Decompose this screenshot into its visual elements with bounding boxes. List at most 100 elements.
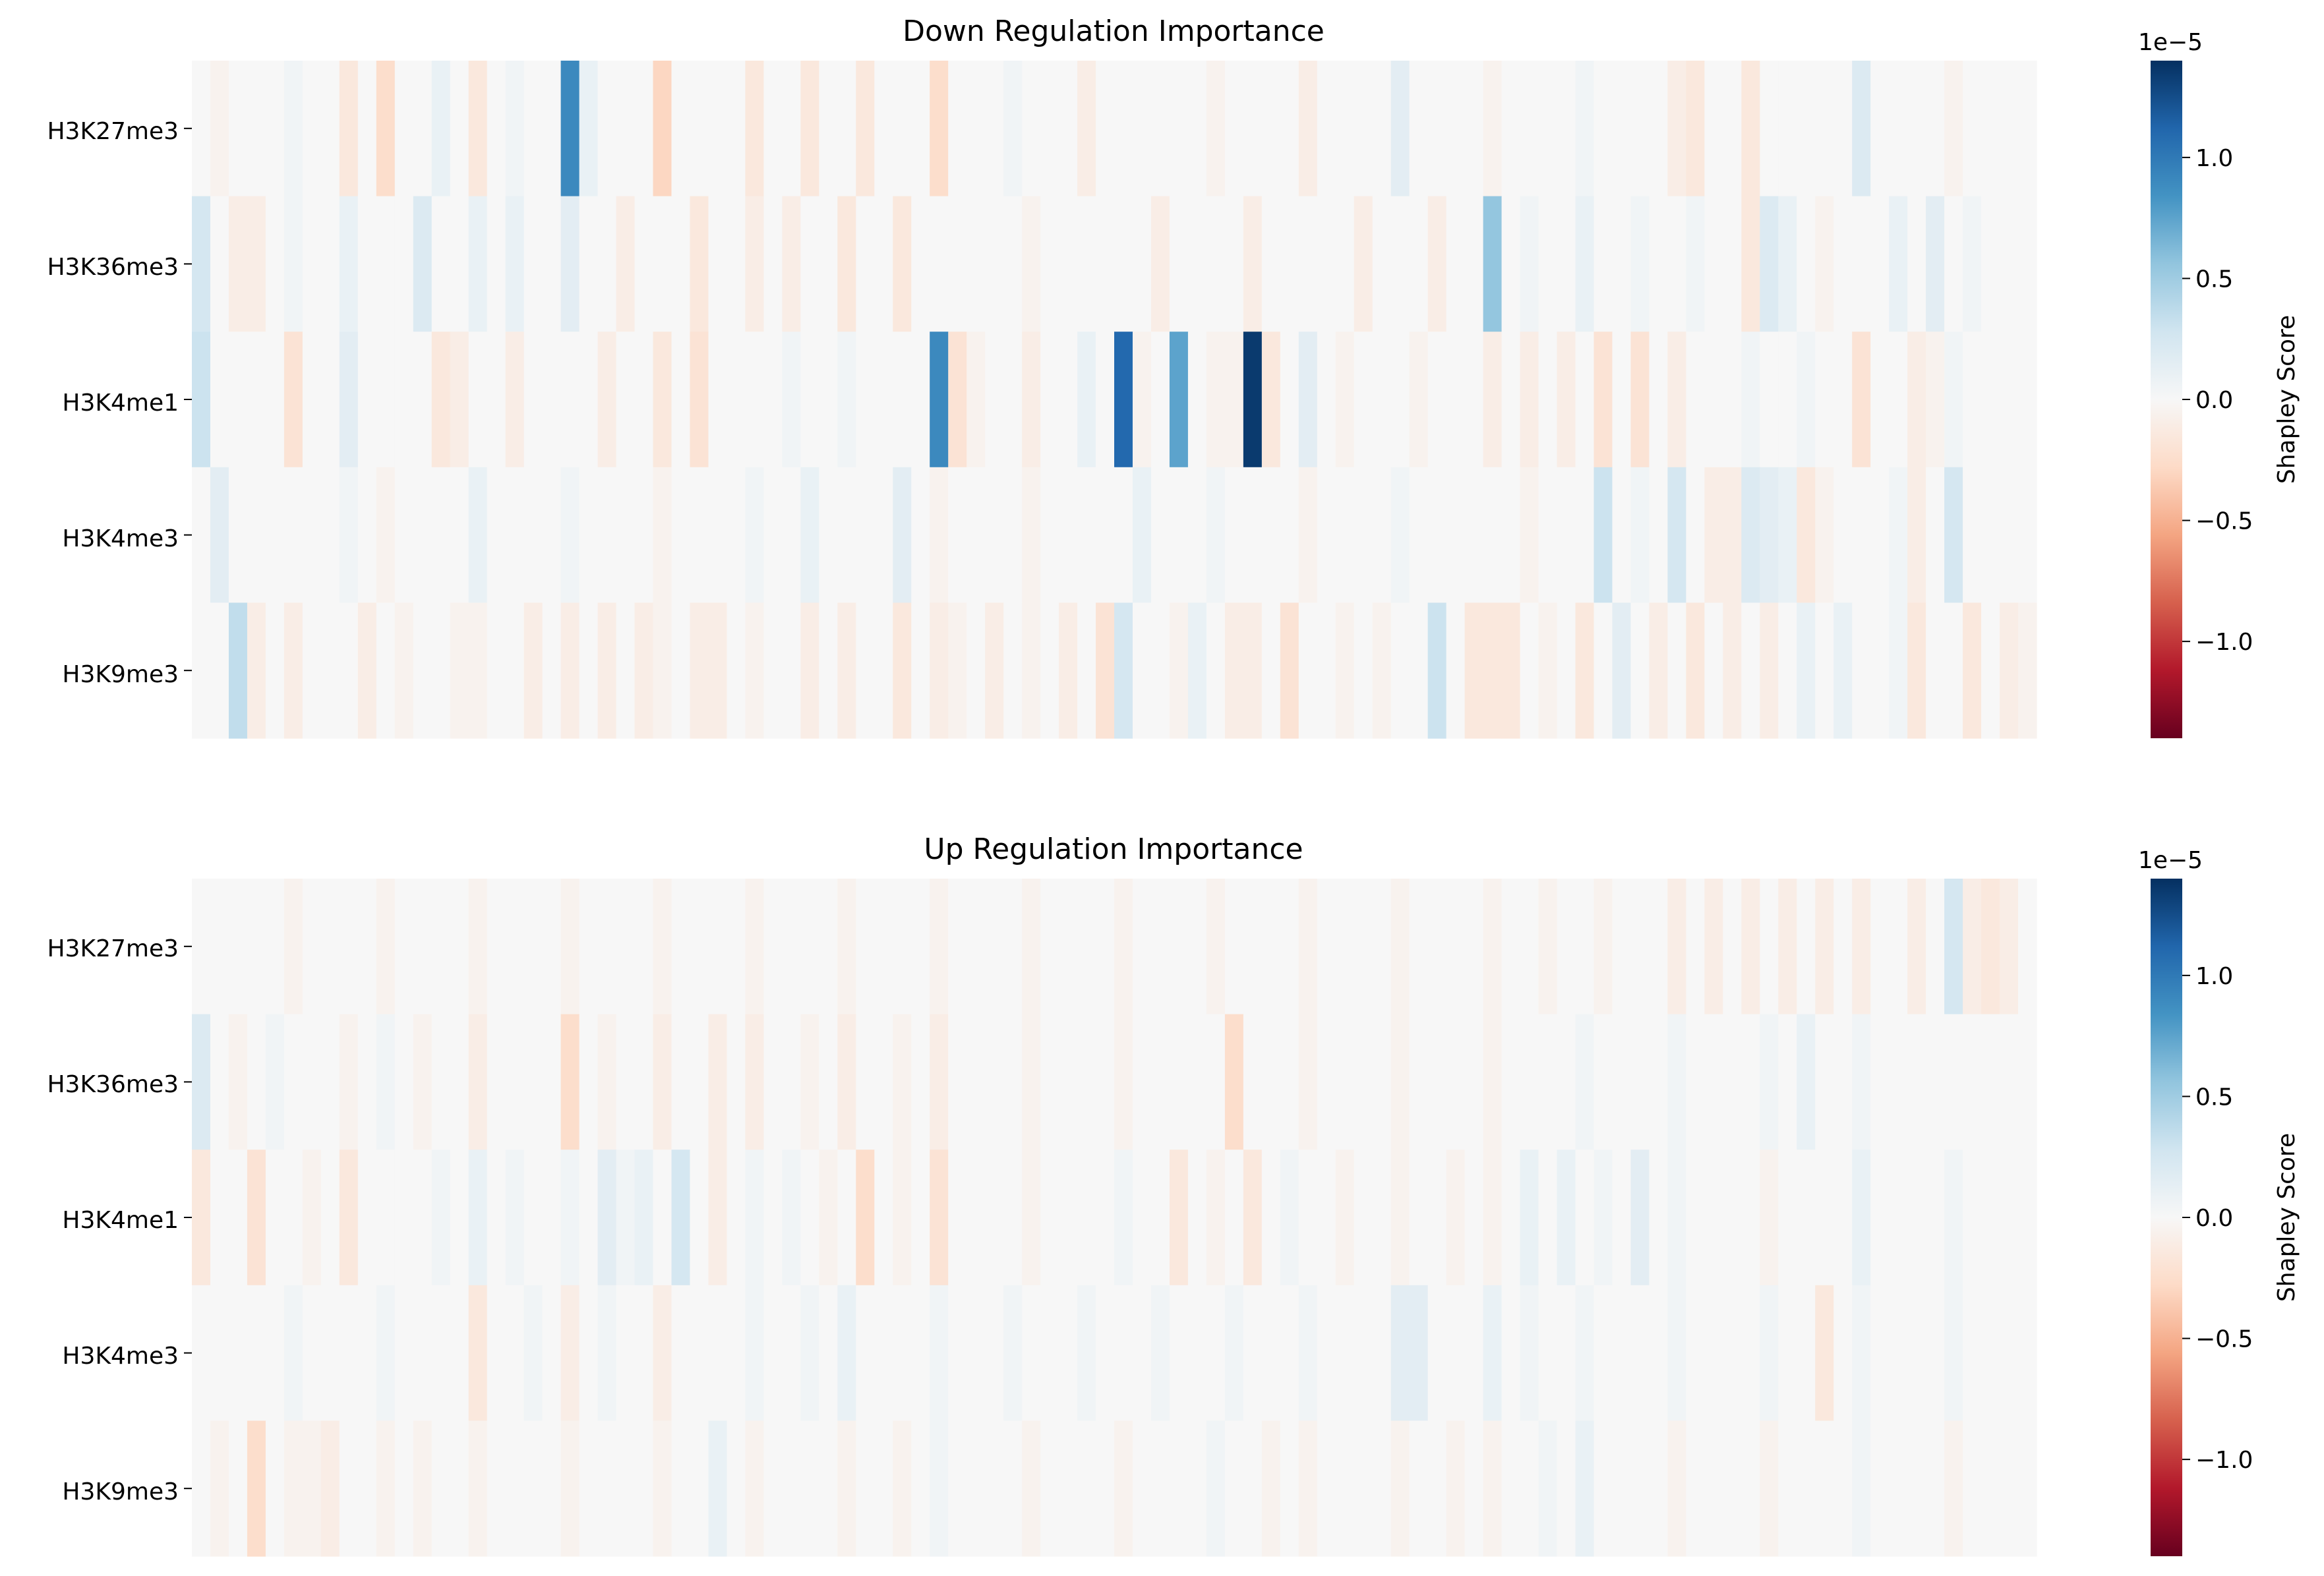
heatmap-cell (1797, 879, 1816, 1015)
heatmap-cell (192, 196, 211, 332)
heatmap-cell (690, 467, 709, 603)
heatmap-cell (228, 467, 248, 603)
heatmap-cell (320, 1150, 340, 1286)
heatmap-cell (1520, 602, 1539, 739)
heatmap-cell (1022, 1420, 1041, 1557)
heatmap-cell (1261, 332, 1281, 468)
heatmap-cell (1667, 879, 1686, 1015)
heatmap-cell (1852, 1014, 1871, 1150)
heatmap-cell (763, 467, 783, 603)
heatmap-cell (782, 602, 801, 739)
heatmap-cell (1575, 1150, 1595, 1286)
heatmap-cell (597, 602, 617, 739)
heatmap-cell (1427, 1285, 1447, 1421)
heatmap-cell (1059, 1285, 1078, 1421)
heatmap-cell (1187, 196, 1207, 332)
heatmap-cell (2000, 196, 2019, 332)
heatmap-cell (1778, 1014, 1797, 1150)
heatmap-cell (671, 602, 691, 739)
heatmap-cell (708, 602, 728, 739)
heatmap-cell (1778, 61, 1797, 197)
heatmap-cell (1538, 1150, 1558, 1286)
heatmap-cell (1667, 1014, 1686, 1150)
heatmap-cell (634, 467, 654, 603)
heatmap-cell (487, 467, 506, 603)
heatmap-cell (800, 61, 819, 197)
heatmap-cell (1150, 196, 1170, 332)
heatmap-cell (653, 467, 672, 603)
heatmap-cell (1797, 1285, 1816, 1421)
heatmap-cell (1963, 332, 1982, 468)
heatmap-cell (1224, 467, 1244, 603)
heatmap-cell (1704, 602, 1723, 739)
heatmap-cell (1464, 196, 1484, 332)
heatmap-cell (1594, 879, 1613, 1015)
heatmap-cell (487, 61, 506, 197)
heatmap-cell (579, 196, 599, 332)
heatmap-cell (1224, 1285, 1244, 1421)
heatmap-cell (782, 879, 801, 1015)
heatmap-cell (1852, 1420, 1871, 1557)
heatmap-cell (1132, 1014, 1152, 1150)
heatmap-cell (1114, 1014, 1133, 1150)
heatmap-cell (1833, 1014, 1853, 1150)
heatmap-cell (653, 879, 672, 1015)
heatmap-cell (930, 467, 949, 603)
heatmap-cell (1040, 1014, 1059, 1150)
heatmap-cell (671, 61, 691, 197)
row-labels: H3K27me3 H3K36me3 H3K4me1 H3K4me3 H3K9me… (47, 935, 179, 1505)
heatmap-cell (911, 1420, 930, 1557)
heatmap-cell (1077, 61, 1096, 197)
heatmap-cell (1372, 879, 1392, 1015)
heatmap-cell (413, 332, 432, 468)
heatmap-cell (1187, 332, 1207, 468)
heatmap-cell (1870, 1285, 1890, 1421)
heatmap-cell (431, 332, 451, 468)
heatmap-cell (450, 1420, 469, 1557)
heatmap-cell (1096, 1285, 1115, 1421)
heatmap-cell (579, 1150, 599, 1286)
heatmap-cell (302, 602, 322, 739)
heatmap-cell (1926, 332, 1945, 468)
heatmap-cell (930, 879, 949, 1015)
heatmap-cell (2000, 1014, 2019, 1150)
heatmap-cell (394, 467, 414, 603)
heatmap-cell (1557, 61, 1576, 197)
heatmap-cell (1077, 1420, 1096, 1557)
heatmap-cell (468, 332, 488, 468)
heatmap-cell (1963, 602, 1982, 739)
heatmap-cell (339, 879, 359, 1015)
heatmap-cell (1667, 196, 1686, 332)
heatmap-cell (1963, 1285, 1982, 1421)
heatmap-cell (1464, 332, 1484, 468)
heatmap-cell (671, 467, 691, 603)
heatmap-cell (1077, 332, 1096, 468)
heatmap-cell (1003, 1420, 1023, 1557)
heatmap-cell (487, 879, 506, 1015)
heatmap-cell (450, 332, 469, 468)
heatmap-cell (727, 1014, 746, 1150)
heatmap-cell (2018, 1420, 2037, 1557)
heatmap-cell (1150, 1150, 1170, 1286)
heatmap-cell (1206, 196, 1226, 332)
heatmap-cell (1833, 1420, 1853, 1557)
heatmap-cell (1723, 1420, 1742, 1557)
heatmap-cell (1409, 196, 1429, 332)
heatmap-cell (634, 61, 654, 197)
heatmap-cell (1483, 1150, 1503, 1286)
heatmap-cell (1852, 1150, 1871, 1286)
heatmap-cell (1224, 1150, 1244, 1286)
heatmap-cell (1520, 467, 1539, 603)
heatmap-cell (1815, 602, 1834, 739)
heatmap-cell (948, 1014, 967, 1150)
heatmap-cell (1224, 602, 1244, 739)
heatmap-cell (1889, 61, 1908, 197)
heatmap-cell (192, 1420, 211, 1557)
heatmap-cell (1169, 1014, 1189, 1150)
heatmap-cell (2000, 879, 2019, 1015)
heatmap-cell (1944, 1150, 1963, 1286)
row-ticks (184, 127, 192, 672)
heatmap-cell (1150, 1285, 1170, 1421)
heatmap-cell (1907, 1285, 1926, 1421)
heatmap-cell (1649, 602, 1668, 739)
